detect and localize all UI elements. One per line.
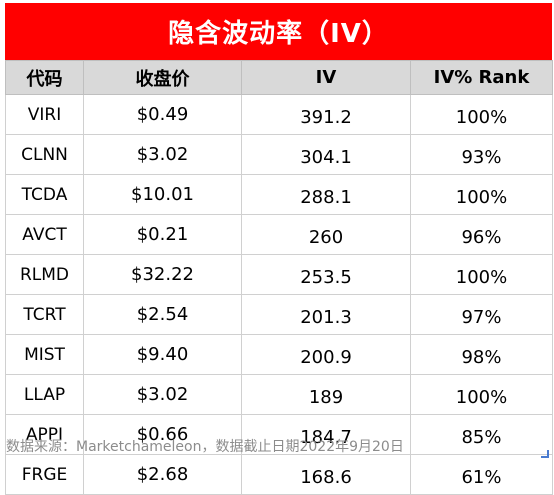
source-note: 数据来源：Marketchameleon，数据截止日期2022年9月20日 (6, 439, 404, 455)
cell-iv-rank: 85% (410, 414, 553, 455)
cell-close-price: $32.22 (83, 254, 242, 295)
table-row: VIRI $0.49 391.2 100% (5, 94, 553, 135)
cell-ticker: APPI (5, 414, 84, 455)
table-row: TCRT $2.54 201.3 97% (5, 294, 553, 335)
table-row: AVCT $0.21 260 96% (5, 214, 553, 255)
cell-iv-rank: 100% (410, 254, 553, 295)
iv-table: 代码 收盘价 IV IV% Rank VIRI $0.49 391.2 100%… (5, 60, 553, 495)
cell-iv-rank: 96% (410, 214, 553, 255)
cell-close-price: $0.49 (83, 94, 242, 135)
table-row: APPI $0.66 184.7 85% (5, 414, 553, 455)
cell-close-price: $3.02 (83, 374, 242, 415)
cell-iv: 391.2 (241, 94, 411, 135)
cell-iv-rank: 97% (410, 294, 553, 335)
cell-ticker: AVCT (5, 214, 84, 255)
cell-selection-corner-icon (541, 450, 549, 458)
cell-iv: 201.3 (241, 294, 411, 335)
cell-close-price: $2.68 (83, 454, 242, 495)
cell-ticker: CLNN (5, 134, 84, 175)
cell-iv-rank: 100% (410, 374, 553, 415)
table-row: RLMD $32.22 253.5 100% (5, 254, 553, 295)
cell-ticker: MIST (5, 334, 84, 375)
cell-close-price: $0.66 (83, 414, 242, 455)
cell-iv: 200.9 (241, 334, 411, 375)
cell-close-price: $10.01 (83, 174, 242, 215)
cell-close-price: $3.02 (83, 134, 242, 175)
cell-ticker: RLMD (5, 254, 84, 295)
table-header-row: 代码 收盘价 IV IV% Rank (5, 60, 553, 95)
cell-iv-rank: 93% (410, 134, 553, 175)
page-title: 隐含波动率（IV） (5, 3, 552, 60)
cell-ticker: VIRI (5, 94, 84, 135)
cell-ticker: FRGE (5, 454, 84, 495)
cell-close-price: $0.21 (83, 214, 242, 255)
cell-iv: 168.6 (241, 454, 411, 495)
table-row: FRGE $2.68 168.6 61% (5, 454, 553, 495)
table-row: LLAP $3.02 189 100% (5, 374, 553, 415)
table-row: TCDA $10.01 288.1 100% (5, 174, 553, 215)
column-header-ticker: 代码 (5, 60, 84, 95)
cell-close-price: $2.54 (83, 294, 242, 335)
cell-iv-rank: 100% (410, 94, 553, 135)
cell-iv-rank: 61% (410, 454, 553, 495)
cell-iv: 288.1 (241, 174, 411, 215)
table-row: CLNN $3.02 304.1 93% (5, 134, 553, 175)
column-header-close-price: 收盘价 (83, 60, 242, 95)
cell-iv: 304.1 (241, 134, 411, 175)
cell-iv: 189 (241, 374, 411, 415)
cell-ticker: LLAP (5, 374, 84, 415)
cell-iv: 260 (241, 214, 411, 255)
cell-close-price: $9.40 (83, 334, 242, 375)
cell-iv: 253.5 (241, 254, 411, 295)
cell-iv-rank: 98% (410, 334, 553, 375)
column-header-iv-rank: IV% Rank (410, 60, 553, 95)
column-header-iv: IV (241, 60, 411, 95)
table-row: MIST $9.40 200.9 98% (5, 334, 553, 375)
cell-ticker: TCRT (5, 294, 84, 335)
cell-iv-rank: 100% (410, 174, 553, 215)
cell-ticker: TCDA (5, 174, 84, 215)
